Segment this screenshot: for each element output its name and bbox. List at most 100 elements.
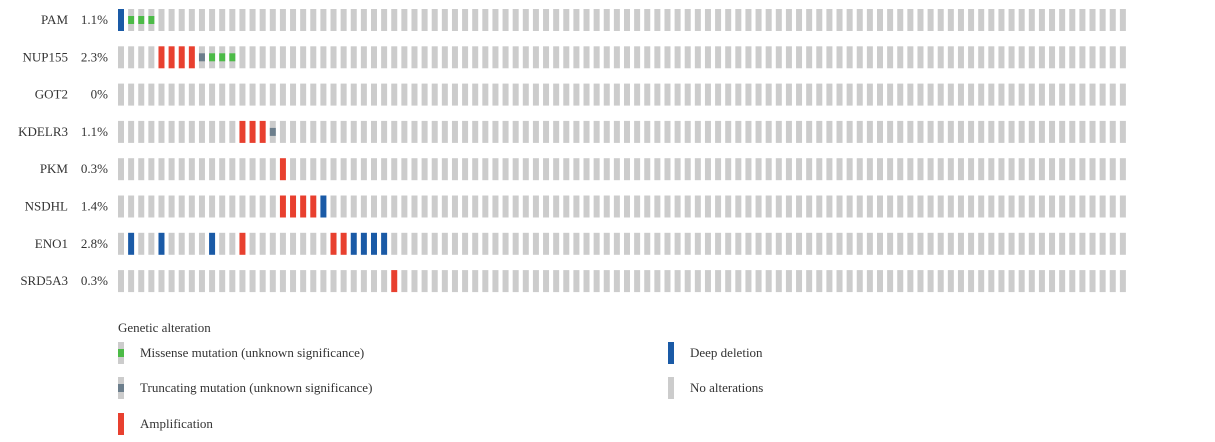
cell-kdelr3-39	[512, 120, 519, 143]
cell-srd5a3-95	[1079, 270, 1086, 293]
cell-nsdhl-20	[320, 195, 327, 218]
cell-got2-7	[188, 83, 195, 106]
cell-eno1-90	[1028, 232, 1035, 255]
cell-eno1-3	[148, 232, 155, 255]
cell-eno1-67	[796, 232, 803, 255]
cell-eno1-52	[644, 232, 651, 255]
cell-pam-24	[360, 9, 367, 31]
cell-pkm-95	[1079, 158, 1086, 181]
cell-pam-27	[391, 9, 398, 31]
cell-pkm-27	[391, 158, 398, 181]
cell-kdelr3-82	[947, 120, 954, 143]
cell-eno1-92	[1049, 232, 1056, 255]
cell-pkm-14	[259, 158, 266, 181]
cell-eno1-15	[269, 232, 276, 255]
cell-nup155-95	[1079, 46, 1086, 69]
cell-nup155-93	[1059, 46, 1066, 69]
cell-nsdhl-48	[603, 195, 610, 218]
cell-pkm-99	[1119, 158, 1126, 181]
cell-nsdhl-32	[441, 195, 448, 218]
cell-nsdhl-40	[522, 195, 529, 218]
cell-got2-27	[391, 83, 398, 106]
cell-eno1-19	[310, 232, 317, 255]
cell-kdelr3-11	[229, 120, 236, 143]
cell-got2-63	[755, 83, 762, 106]
cell-nsdhl-22	[340, 195, 347, 218]
cell-pam-74	[866, 9, 873, 31]
cell-nup155-63	[755, 46, 762, 69]
cell-got2-48	[603, 83, 610, 106]
cell-srd5a3-24	[360, 270, 367, 293]
cell-nsdhl-33	[451, 195, 458, 218]
cell-kdelr3-10	[219, 120, 226, 143]
mutation-nup155-9	[209, 53, 216, 62]
cell-pam-29	[411, 9, 418, 31]
cell-nup155-58	[704, 46, 711, 69]
cell-eno1-87	[998, 232, 1005, 255]
cell-got2-0	[118, 83, 124, 106]
cell-eno1-65	[775, 232, 782, 255]
cell-nup155-72	[846, 46, 853, 69]
cell-eno1-79	[917, 232, 924, 255]
cell-srd5a3-78	[907, 270, 914, 293]
cell-pam-50	[624, 9, 630, 31]
cell-srd5a3-86	[988, 270, 995, 293]
cell-kdelr3-51	[634, 120, 641, 143]
cell-nsdhl-9	[209, 195, 216, 218]
cell-srd5a3-35	[472, 270, 479, 293]
cell-got2-95	[1079, 83, 1086, 106]
legend: Genetic alteration Missense mutation (un…	[118, 320, 1118, 440]
cell-nsdhl-46	[583, 195, 590, 218]
cell-pkm-91	[1038, 158, 1045, 181]
mutation-nup155-11	[229, 53, 236, 62]
cell-srd5a3-54	[664, 270, 671, 293]
cell-kdelr3-55	[674, 120, 681, 143]
cell-srd5a3-61	[735, 270, 742, 293]
cell-kdelr3-54	[664, 120, 671, 143]
cell-srd5a3-1	[128, 270, 135, 293]
cell-nup155-55	[674, 46, 681, 69]
cell-got2-22	[340, 83, 347, 106]
cell-srd5a3-51	[634, 270, 641, 293]
cell-pkm-26	[381, 158, 388, 181]
cell-nsdhl-7	[188, 195, 195, 218]
cell-nup155-6	[178, 46, 185, 69]
cell-pkm-62	[745, 158, 752, 181]
cell-eno1-73	[856, 232, 863, 255]
cell-nup155-31	[431, 46, 438, 69]
pct-label-srd5a3: 0.3%	[81, 273, 108, 288]
cell-nsdhl-43	[553, 195, 560, 218]
cell-pkm-84	[968, 158, 975, 181]
cell-eno1-42	[543, 232, 550, 255]
cell-got2-98	[1109, 83, 1116, 106]
cell-pkm-94	[1069, 158, 1076, 181]
cell-got2-8	[198, 83, 205, 106]
cell-nup155-56	[684, 46, 691, 69]
cell-pkm-56	[684, 158, 691, 181]
cell-nsdhl-31	[431, 195, 438, 218]
cell-pkm-72	[846, 158, 853, 181]
cell-nsdhl-95	[1079, 195, 1086, 218]
cell-nup155-61	[735, 46, 742, 69]
cell-nup155-53	[654, 46, 661, 69]
cell-kdelr3-46	[583, 120, 590, 143]
cell-pkm-71	[836, 158, 843, 181]
cell-kdelr3-56	[684, 120, 691, 143]
cell-pkm-59	[715, 158, 722, 181]
cell-kdelr3-68	[806, 120, 813, 143]
cell-nup155-47	[593, 46, 600, 69]
cell-pam-67	[796, 9, 803, 31]
cell-nup155-79	[917, 46, 924, 69]
cell-pam-56	[684, 9, 691, 31]
cell-kdelr3-2	[138, 120, 145, 143]
cell-srd5a3-53	[654, 270, 661, 293]
cell-got2-97	[1099, 83, 1106, 106]
cell-pkm-87	[998, 158, 1005, 181]
cell-srd5a3-89	[1018, 270, 1025, 293]
cell-kdelr3-4	[158, 120, 165, 143]
cell-kdelr3-50	[624, 120, 630, 143]
cell-eno1-23	[350, 232, 357, 255]
cell-nup155-13	[249, 46, 256, 69]
cell-eno1-97	[1099, 232, 1106, 255]
cell-nup155-98	[1109, 46, 1116, 69]
